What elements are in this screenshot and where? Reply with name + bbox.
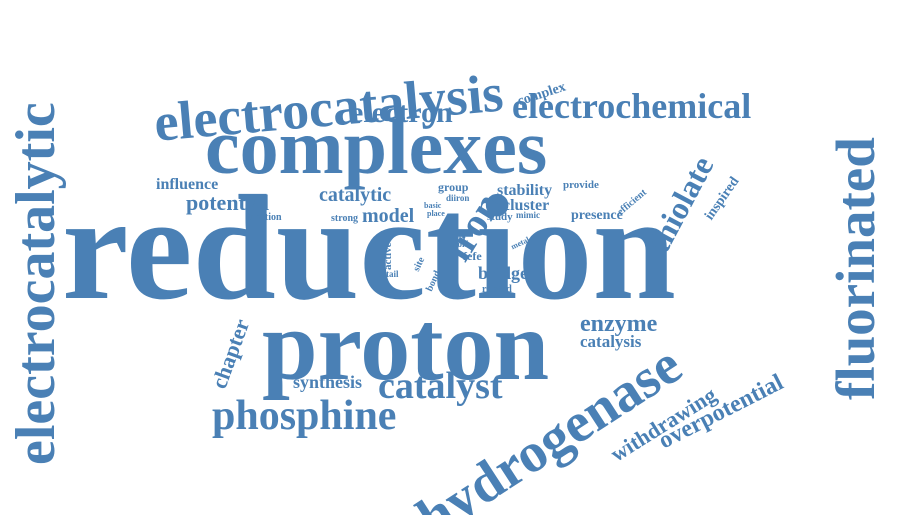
word-catalytic: catalytic [319,184,392,206]
word-influence: influence [156,176,219,193]
word-complexes: complexes [205,103,548,190]
word-stability: stability [497,182,553,199]
word-presence: presence [571,208,623,223]
word-fefe: fefe [463,249,482,263]
word-enzyme: enzyme [580,311,658,337]
word-function: function [246,212,282,223]
word-related: related [482,284,512,295]
word-electrocatalytic: electrocatalytic [5,102,67,465]
word-electron: electron [350,96,453,129]
word-proton: proton [262,290,550,401]
word-synthesis: synthesis [293,372,363,392]
word-fluorinated: fluorinated [825,137,886,400]
word-group: group [438,180,469,194]
word-model: model [362,205,415,227]
word-place: place [427,209,445,218]
word-potential: potential [186,190,270,215]
word-catalysis: catalysis [580,332,642,351]
word-catalyst: catalyst [378,365,503,407]
word-reduction: reduction [62,165,676,331]
word-detail: detail [377,269,399,279]
word-mild: mild [450,231,466,240]
word-bridge: bridge [478,263,529,283]
word-basic: basic [424,201,442,210]
word-diiron: diiron [446,193,470,203]
word-active: active [382,242,394,270]
word-mimic: mimic [516,210,540,220]
word-study: study [487,211,513,223]
word-scoff: scoff [450,239,468,249]
word-strong: strong [331,213,359,224]
word-provide: provide [563,179,599,191]
word-electrochemical: electrochemical [512,86,752,126]
word-phosphine: phosphine [212,393,397,439]
word-cluster: cluster [503,197,550,214]
